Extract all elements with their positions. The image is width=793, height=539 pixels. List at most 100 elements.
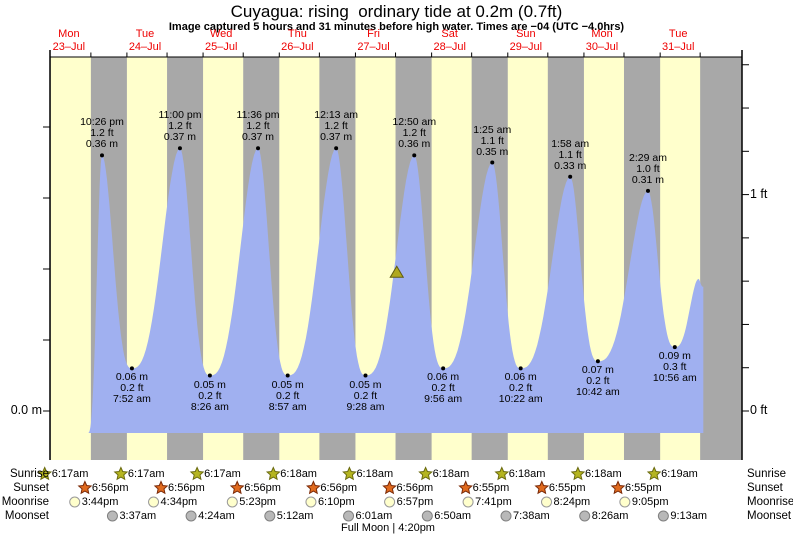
- annotation-line: 0.06 m: [427, 371, 460, 384]
- moonset-row-label-right: Moonset: [747, 510, 792, 522]
- day-date: 26–Jul: [281, 41, 314, 53]
- moonset-row-label-left: Moonset: [4, 510, 49, 522]
- annotation-line: 1.2 ft: [168, 120, 192, 133]
- low-tide-point: [595, 359, 600, 364]
- day-weekday: Fri: [367, 28, 380, 40]
- annotation-line: 0.36 m: [398, 138, 431, 151]
- day-band: [50, 57, 91, 460]
- high-tide-point: [256, 146, 261, 151]
- day-label: Wed 25–Jul: [186, 28, 256, 54]
- moonrise-circle-icon: [69, 496, 81, 508]
- sunrise-star-icon: [418, 466, 433, 481]
- low-tide-annotation: 0.05 m 0.2 ft 9:28 am: [323, 379, 407, 413]
- day-weekday: Tue: [668, 28, 688, 40]
- annotation-line: 1:58 am: [551, 137, 590, 150]
- annotation-line: 1:25 am: [473, 123, 512, 136]
- high-tide-annotation: 1:25 am 1.1 ft 0.35 m: [450, 123, 534, 158]
- high-tide-point: [490, 160, 495, 165]
- annotation-line: 0.05 m: [271, 378, 304, 391]
- annotation-line: 0.2 ft: [198, 389, 222, 402]
- sunset-star-icon: [229, 480, 245, 495]
- high-tide-annotation: 12:50 am 1.2 ft 0.36 m: [372, 117, 456, 150]
- day-weekday: Thu: [287, 28, 307, 40]
- sunrise-time: 6:17am: [127, 468, 165, 480]
- day-date: 29–Jul: [509, 41, 543, 53]
- sunrise-time: 6:18am: [280, 468, 317, 480]
- moonrise-row-label-left: Moonrise: [1, 496, 49, 508]
- low-tide-annotation: 0.05 m 0.2 ft 8:57 am: [246, 378, 330, 413]
- day-weekday: Mon: [58, 28, 80, 40]
- moonset-circle-icon: [264, 510, 276, 522]
- low-tide-annotation: 0.06 m 0.2 ft 10:22 am: [479, 372, 563, 405]
- annotation-line: 1.1 ft: [558, 148, 582, 161]
- page-subtitle: Image captured 5 hours and 31 minutes be…: [168, 21, 625, 33]
- sunrise-star-icon: [646, 466, 662, 481]
- low-tide-point: [518, 366, 523, 371]
- moonrise-circle-icon: [541, 496, 553, 508]
- annotation-line: 0.37 m: [163, 131, 196, 144]
- sunset-time: 6:56pm: [91, 482, 129, 494]
- sunrise-star-icon: [494, 466, 510, 481]
- annotation-line: 12:13 am: [314, 109, 359, 122]
- moonrise-time: 4:34pm: [160, 496, 198, 508]
- full-moon-separator: |: [389, 522, 399, 534]
- moonrise-circle-icon: [305, 496, 317, 508]
- day-date: 30–Jul: [585, 41, 619, 53]
- annotation-line: 0.2 ft: [120, 382, 144, 395]
- sunset-time: 6:56pm: [320, 482, 358, 494]
- low-tide-annotation: 0.05 m 0.2 ft 8:26 am: [168, 378, 252, 413]
- moonset-circle-icon: [185, 510, 197, 522]
- tide-curve-area: [87, 148, 704, 434]
- moonrise-time: 9:05pm: [631, 496, 669, 508]
- page-title: Cuyagua: rising ordinary tide at 0.2m (0…: [230, 2, 563, 21]
- moonrise-time: 5:23pm: [239, 496, 276, 508]
- sunrise-star-icon: [570, 466, 586, 481]
- capture-time-marker: [389, 265, 405, 278]
- annotation-line: 1.2 ft: [324, 120, 348, 133]
- day-weekday: Sat: [441, 28, 458, 40]
- day-weekday: Tue: [135, 28, 155, 40]
- full-moon-label: Full Moon | 4:20pm: [308, 522, 468, 534]
- moonset-time: 5:12am: [276, 510, 314, 522]
- moonset-time: 3:37am: [119, 510, 157, 522]
- day-weekday: Wed: [209, 28, 233, 40]
- left-axis-label: 0.0 m: [10, 403, 42, 417]
- low-tide-point: [672, 345, 677, 350]
- day-label: Tue 24–Jul: [110, 28, 180, 54]
- sunset-time: 6:55pm: [624, 482, 662, 494]
- sunrise-time: 6:17am: [204, 468, 241, 480]
- annotation-line: 9:28 am: [346, 400, 385, 413]
- high-tide-annotation: 11:36 pm 1.2 ft 0.37 m: [216, 110, 300, 143]
- moonset-circle-icon: [106, 510, 118, 522]
- moonrise-time: 6:57pm: [396, 496, 434, 508]
- right-axis-label-0ft: 0 ft: [750, 403, 768, 417]
- annotation-line: 10:42 am: [576, 386, 620, 399]
- annotation-line: 9:56 am: [424, 393, 463, 406]
- day-label: Thu 26–Jul: [262, 28, 332, 54]
- moonrise-time: 6:10pm: [317, 496, 355, 508]
- moonset-circle-icon: [343, 510, 355, 522]
- annotation-line: 1.2 ft: [402, 127, 426, 140]
- annotation-line: 0.05 m: [193, 378, 226, 391]
- low-tide-point: [441, 366, 446, 371]
- high-tide-point: [334, 146, 339, 151]
- sunset-star-icon: [306, 480, 321, 495]
- low-tide-point: [207, 373, 212, 378]
- sunrise-time: 6:19am: [661, 468, 698, 480]
- annotation-line: 1.1 ft: [480, 134, 504, 147]
- high-tide-point: [568, 174, 573, 179]
- moonrise-circle-icon: [384, 496, 396, 508]
- moonset-circle-icon: [579, 510, 591, 522]
- annotation-line: 0.3 ft: [663, 361, 687, 374]
- sunset-row-label-left: Sunset: [13, 482, 49, 494]
- sunrise-star-icon: [189, 466, 205, 481]
- sunset-time: 6:55pm: [548, 482, 586, 494]
- day-label: Fri 27–Jul: [339, 28, 409, 54]
- moonset-time: 6:01am: [355, 510, 393, 522]
- annotation-line: 0.09 m: [658, 350, 691, 363]
- moonset-circle-icon: [421, 510, 433, 522]
- annotation-line: 0.06 m: [115, 371, 148, 384]
- day-date: 23–Jul: [52, 41, 86, 53]
